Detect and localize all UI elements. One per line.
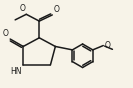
Text: O: O (104, 41, 110, 50)
Text: O: O (20, 4, 26, 13)
Text: O: O (3, 29, 9, 38)
Text: O: O (53, 5, 59, 14)
Text: HN: HN (10, 67, 21, 76)
